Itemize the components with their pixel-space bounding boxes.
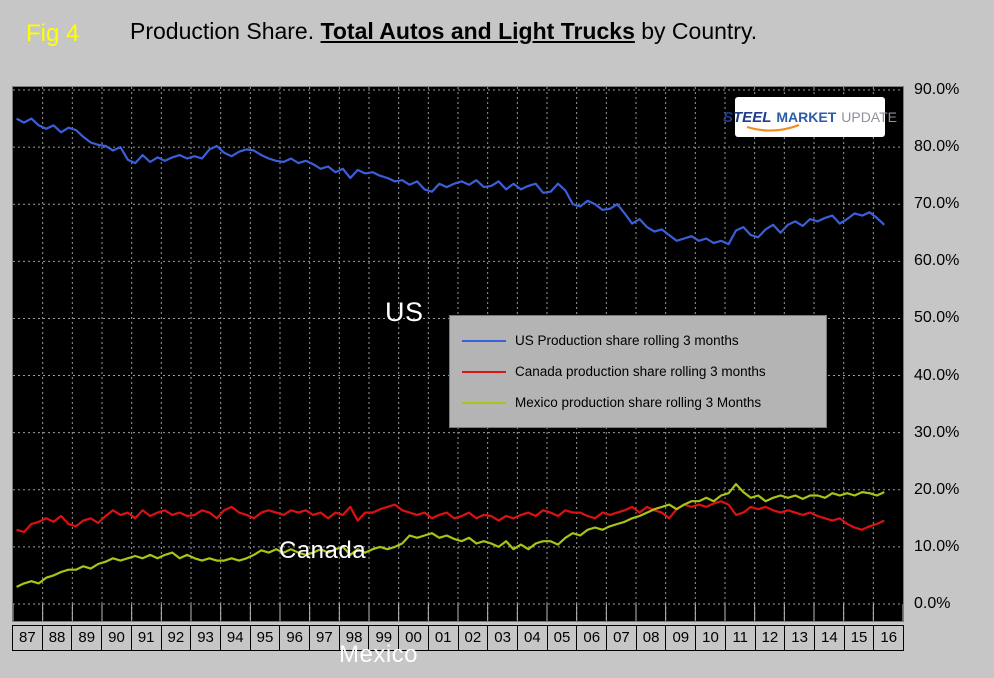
page-title: Production Share. Total Autos and Light … <box>130 18 757 45</box>
y-tick-label: 60.0% <box>914 252 960 270</box>
series-line <box>16 117 886 246</box>
legend-row-canada: Canada production share rolling 3 months <box>462 356 814 387</box>
canada-series-label: Canada <box>279 537 367 564</box>
x-tick-label: 15 <box>843 626 874 650</box>
y-tick-label: 30.0% <box>914 423 960 441</box>
x-tick-label: 07 <box>606 626 636 650</box>
x-tick-label: 00 <box>398 626 428 650</box>
x-tick-label: 14 <box>813 626 844 650</box>
canada-line-swatch <box>462 370 506 373</box>
x-tick-label: 88 <box>41 626 72 650</box>
series-line <box>16 483 885 588</box>
x-axis-labels: 87 88 89 90 91 92 93 94 95 96 97 98 99 00 01 02 03 04 05 06… <box>12 625 904 651</box>
legend-label-mexico: Mexico production share rolling 3 Months <box>515 395 762 410</box>
us-line-swatch <box>462 339 506 342</box>
x-tick-label: 99 <box>368 626 398 650</box>
x-tick-label: 89 <box>71 626 101 650</box>
x-tick-label: 16 <box>873 626 903 650</box>
mexico-series-label: Mexico <box>339 641 419 668</box>
title-prefix: Production Share. <box>130 18 321 44</box>
y-tick-label: 0.0% <box>914 595 951 612</box>
series-line <box>16 500 885 534</box>
figure-label: Fig 4 <box>26 20 80 47</box>
x-tick-label: 95 <box>249 626 280 650</box>
steel-market-update-logo: STEEL MARKET UPDATE <box>723 97 897 137</box>
y-tick-label: 50.0% <box>914 309 960 327</box>
x-tick-label: 09 <box>665 626 695 650</box>
x-tick-label: 87 <box>19 629 36 646</box>
x-tick-label: 98 <box>338 626 369 650</box>
y-axis-labels: 90.0% 80.0% 70.0% 60.0% 50.0% 40.0% 30.0% 20.0%… <box>904 81 992 622</box>
legend-label-canada: Canada production share rolling 3 months <box>515 364 766 379</box>
x-tick-label: 10 <box>695 626 725 650</box>
x-tick-label: 97 <box>309 626 339 650</box>
y-tick-label: 40.0% <box>914 366 960 384</box>
y-tick-label: 90.0% <box>914 81 960 98</box>
x-tick-label: 11 <box>724 626 755 650</box>
y-tick-label: 20.0% <box>914 480 960 498</box>
legend: US Production share rolling 3 months Can… <box>449 315 827 428</box>
x-tick-label: 03 <box>487 626 517 650</box>
x-tick-label: 12 <box>754 626 785 650</box>
x-tick-label: 93 <box>190 626 220 650</box>
us-series-label: US <box>385 297 424 327</box>
x-tick-label: 04 <box>516 626 547 650</box>
title-suffix: by Country. <box>634 18 758 44</box>
chart-row: STEEL MARKET UPDATE US Canada Mexico US … <box>12 81 994 668</box>
x-tick-label: 91 <box>130 626 161 650</box>
x-tick-label: 08 <box>635 626 666 650</box>
x-tick-label: 94 <box>219 626 250 650</box>
x-tick-label: 90 <box>101 626 131 650</box>
logo-word-steel: STEEL <box>723 108 772 126</box>
x-tick-label: 02 <box>457 626 488 650</box>
logo-swoosh-icon <box>746 123 800 132</box>
x-tick-label: 92 <box>160 626 191 650</box>
x-tick-label: 96 <box>279 626 309 650</box>
logo-word-market: MARKET <box>776 109 837 125</box>
legend-label-us: US Production share rolling 3 months <box>515 333 739 348</box>
y-tick-label: 70.0% <box>914 195 960 213</box>
y-tick-label: 10.0% <box>914 537 960 555</box>
chart-header: Fig 4 Production Share. Total Autos and … <box>12 10 994 86</box>
title-emphasis: Total Autos and Light Trucks <box>320 18 635 44</box>
legend-row-mexico: Mexico production share rolling 3 Months <box>462 387 814 418</box>
x-tick-label: 06 <box>576 626 606 650</box>
plot-area: STEEL MARKET UPDATE US Canada Mexico US … <box>12 86 904 668</box>
x-tick-label: 05 <box>546 626 577 650</box>
logo-word-update: UPDATE <box>841 109 897 125</box>
x-tick-label: 13 <box>784 626 814 650</box>
y-tick-label: 80.0% <box>914 138 960 156</box>
x-tick-label: 01 <box>427 626 458 650</box>
legend-row-us: US Production share rolling 3 months <box>462 325 814 356</box>
mexico-line-swatch <box>462 401 506 404</box>
